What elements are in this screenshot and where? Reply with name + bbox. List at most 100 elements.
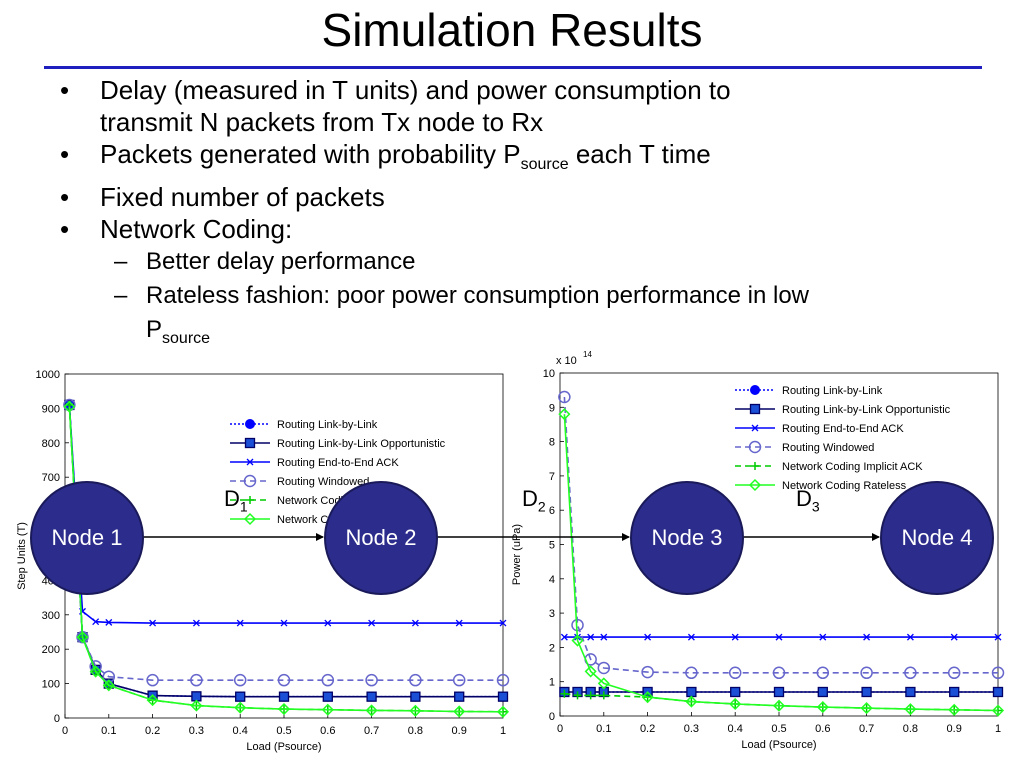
- x-tick-label: 1: [995, 723, 1001, 735]
- bullet-dot: •: [60, 214, 70, 245]
- series-point: [365, 704, 378, 717]
- series-point: [644, 633, 652, 641]
- x-tick-label: 0.5: [276, 725, 291, 737]
- legend-marker: [243, 512, 257, 526]
- y-tick-label: 300: [42, 610, 60, 622]
- series-point: [105, 618, 113, 626]
- x-tick-label: 0: [557, 723, 563, 735]
- subbullet-2-text-line2: P: [146, 316, 163, 344]
- series-point: [687, 633, 695, 641]
- x-tick-label: 0.2: [640, 723, 655, 735]
- series-point: [321, 673, 335, 687]
- legend-entry: Network Coding Implicit ACK: [782, 461, 923, 473]
- series-point: [497, 691, 509, 702]
- chart-power: 0 1 2 3 4 5 6 7 8 9 10 0 0.1 0.2 0.3 0.4 0.5 0.6 0.7 0.8 0.9…: [511, 350, 1005, 751]
- x-tick-label: 0.5: [771, 723, 786, 735]
- series-point: [571, 634, 584, 647]
- x-tick-label: 0.1: [101, 725, 116, 737]
- series-point: [600, 633, 608, 641]
- x-axis-label: Load (Psource): [246, 741, 321, 753]
- series-point: [950, 633, 958, 641]
- series-point: [191, 691, 202, 702]
- y-axis-label: Step Units (T): [16, 522, 28, 590]
- legend-entry: Routing End-to-End ACK: [277, 457, 399, 469]
- series-point: [190, 673, 203, 687]
- series-point: [686, 686, 697, 698]
- y-tick-label: 10: [543, 368, 555, 380]
- subbullet-2: – Rateless fashion: poor power consumpti…: [60, 279, 960, 356]
- bullet-list: • Delay (measured in T units) and power …: [60, 74, 960, 356]
- series-point: [773, 686, 785, 698]
- node-4: Node 4: [880, 481, 994, 595]
- node-1: Node 1: [30, 481, 144, 595]
- y-tick-label: 200: [42, 644, 60, 656]
- subbullet-2-subscript: source: [162, 329, 211, 347]
- x-tick-label: 0.9: [452, 725, 467, 737]
- legend-entry: Routing Link-by-Link: [277, 419, 378, 431]
- series-point: [410, 691, 421, 702]
- legend-entry: Network Coding Rateless: [782, 480, 907, 492]
- series-point: [234, 701, 247, 714]
- legend-entry: Routing Link-by-Link Opportunistic: [782, 404, 951, 416]
- y-tick-label: 0: [549, 711, 555, 723]
- y-tick-label: 5: [549, 540, 555, 552]
- x-tick-label: 0.9: [947, 723, 962, 735]
- x-tick-label: 0.4: [728, 723, 743, 735]
- delay-d2-sub: 2: [537, 498, 546, 515]
- series-point: [685, 695, 698, 708]
- y-axis-label: Power (uPa): [511, 524, 523, 585]
- subbullet-dash: –: [114, 248, 128, 276]
- series-point: [92, 618, 100, 626]
- series-point: [233, 673, 247, 687]
- series-point: [597, 661, 611, 675]
- series-point: [905, 686, 916, 698]
- legend-entry: Routing Windowed: [782, 442, 874, 454]
- series-point: [728, 666, 742, 680]
- bullet-2-subscript: source: [520, 156, 569, 174]
- series-point: [146, 694, 159, 707]
- legend-marker: [243, 474, 257, 488]
- series-point: [146, 673, 159, 687]
- series-point: [597, 677, 610, 690]
- legend-entry: Routing Windowed: [277, 476, 369, 488]
- series-point: [560, 689, 569, 698]
- series-point: [599, 691, 608, 700]
- x-tick-label: 0.7: [859, 723, 874, 735]
- series-point: [816, 666, 830, 680]
- series-point: [641, 691, 654, 704]
- bullet-1: • Delay (measured in T units) and power …: [60, 74, 960, 138]
- bullet-2-text-end: each T time: [568, 139, 711, 169]
- series-point: [860, 702, 873, 715]
- legend-marker: [750, 385, 760, 395]
- y-tick-label: 0: [54, 713, 60, 725]
- series-point: [641, 665, 654, 679]
- chart-delay: 0100200300400500600700800900100000.10.20…: [16, 369, 510, 753]
- series-point: [235, 691, 246, 702]
- series-point: [368, 619, 376, 627]
- series-point: [409, 704, 422, 717]
- y-tick-label: 9: [549, 402, 555, 414]
- series-point: [992, 686, 1004, 698]
- legend-marker: [246, 496, 254, 504]
- series-point: [322, 691, 333, 702]
- series-point: [775, 633, 783, 641]
- series-point: [277, 673, 291, 687]
- series-point: [860, 666, 873, 680]
- series-point: [558, 390, 571, 404]
- subbullet-2-text: Rateless fashion: poor power consumption…: [146, 282, 810, 310]
- delay-d3: D: [796, 486, 812, 511]
- y-tick-label: 2: [549, 642, 555, 654]
- y-scale-exponent: 14: [583, 350, 592, 359]
- series-point: [991, 704, 1005, 717]
- subbullet-dash: –: [114, 282, 128, 310]
- series-point: [455, 619, 463, 627]
- series-point: [994, 633, 1002, 641]
- y-tick-label: 8: [549, 437, 555, 449]
- series-point: [685, 666, 698, 680]
- x-tick-label: 1: [500, 725, 506, 737]
- y-tick-label: 6: [549, 505, 555, 517]
- x-tick-label: 0.8: [408, 725, 423, 737]
- series-point: [949, 686, 960, 698]
- series-point: [409, 673, 422, 687]
